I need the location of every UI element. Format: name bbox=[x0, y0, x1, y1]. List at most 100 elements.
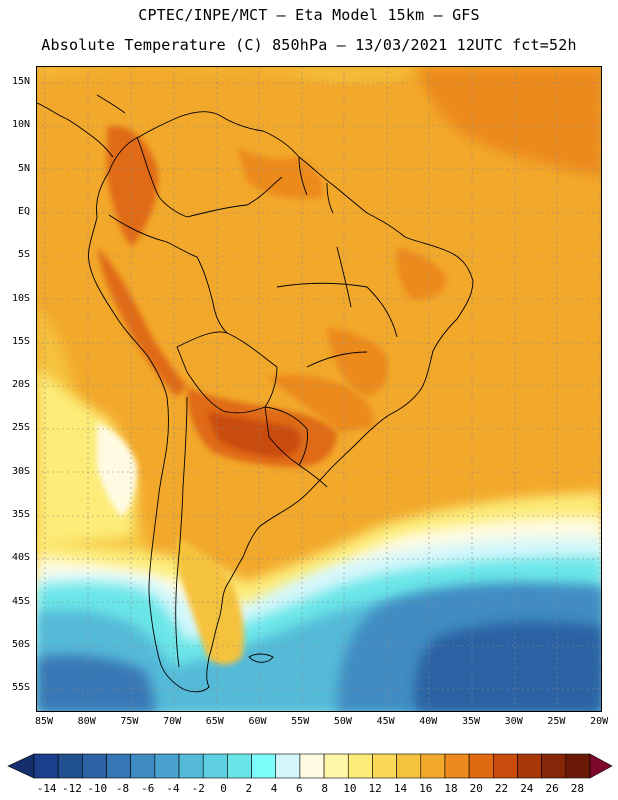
field-atlantic-18-20 bbox=[417, 67, 601, 177]
map-panel bbox=[36, 66, 602, 712]
lat-label-15n: 15N bbox=[11, 76, 30, 87]
border-venezuela-brazil bbox=[186, 176, 283, 218]
lat-label-55s: 55S bbox=[11, 682, 30, 694]
field-andes-22 bbox=[97, 247, 187, 397]
field-colombia-22 bbox=[107, 126, 158, 247]
colorbar-swatch bbox=[444, 753, 470, 779]
colorbar-tick-label: 20 bbox=[469, 782, 483, 795]
border-colombia-venezuela bbox=[136, 136, 188, 218]
colorbar-swatch bbox=[33, 753, 59, 779]
border-paraguay bbox=[264, 406, 308, 466]
lon-label-30w: 30W bbox=[504, 716, 523, 727]
colorbar-tick-label: 22 bbox=[494, 782, 509, 795]
colorbar-tick-label: 18 bbox=[444, 782, 458, 795]
colorbar-tick-label: 24 bbox=[520, 782, 534, 795]
field-caribbean-14-16 bbox=[37, 67, 417, 82]
colorbar-tick-label: 10 bbox=[343, 782, 357, 795]
field-guyana-20 bbox=[237, 147, 324, 199]
colorbar-swatch bbox=[493, 753, 518, 779]
coastline-central-america bbox=[37, 94, 126, 158]
field-south-minus10 bbox=[415, 621, 601, 711]
graticule bbox=[37, 67, 601, 711]
colorbar-swatch bbox=[323, 753, 349, 779]
lon-label-65w: 65W bbox=[205, 716, 224, 727]
field-northeast-20 bbox=[396, 247, 447, 300]
colorbar-tick-label: -4 bbox=[166, 782, 180, 795]
colorbar-tick-label: 28 bbox=[570, 782, 584, 795]
chart-title-line2: Absolute Temperature (C) 850hPa – 13/03/… bbox=[41, 36, 577, 54]
colorbar-tick-label: 14 bbox=[393, 782, 408, 795]
colorbar-swatch bbox=[468, 753, 494, 779]
lon-label-80w: 80W bbox=[77, 716, 96, 727]
colorbar-over-arrow bbox=[589, 753, 613, 779]
border-peru-brazil bbox=[196, 256, 228, 334]
colorbar-swatch bbox=[541, 753, 567, 779]
colorbar-tick-label: -12 bbox=[61, 782, 82, 795]
colorbar-tick-label: -10 bbox=[87, 782, 108, 795]
lat-label-20s: 20S bbox=[11, 379, 30, 391]
lat-label-eq: EQ bbox=[17, 205, 30, 217]
chart-title-line1: CPTEC/INPE/MCT – Eta Model 15km – GFS bbox=[138, 6, 480, 24]
lon-label-45w: 45W bbox=[376, 716, 395, 727]
field-minas-20 bbox=[327, 327, 389, 397]
lon-label-25w: 25W bbox=[547, 716, 566, 727]
border-brazil-states bbox=[276, 246, 398, 368]
colorbar-tick-label: -8 bbox=[115, 782, 130, 795]
colorbar-tick-label: 0 bbox=[220, 782, 227, 795]
colorbar-swatch bbox=[372, 753, 397, 779]
colorbar-swatch bbox=[517, 753, 542, 779]
colorbar-swatch bbox=[178, 753, 204, 779]
lat-label-50s: 50S bbox=[11, 638, 30, 650]
lat-label-5n: 5N bbox=[17, 162, 30, 174]
lon-label-40w: 40W bbox=[419, 716, 438, 727]
colorbar-tick-label: 26 bbox=[545, 782, 559, 795]
lat-label-40s: 40S bbox=[11, 552, 30, 564]
lon-label-50w: 50W bbox=[333, 716, 352, 727]
country-borders bbox=[37, 94, 474, 693]
colorbar-swatch bbox=[130, 753, 156, 779]
colorbar-swatch bbox=[565, 753, 591, 779]
lat-label-30s: 30S bbox=[11, 465, 30, 477]
lat-label-10n: 10N bbox=[11, 119, 30, 131]
lon-label-35w: 35W bbox=[461, 716, 481, 727]
lat-label-10s: 10S bbox=[11, 292, 30, 304]
colorbar-tick-label: 12 bbox=[368, 782, 382, 795]
lat-label-25s: 25S bbox=[11, 422, 30, 434]
colorbar-tick-label: -14 bbox=[36, 782, 57, 795]
lon-label-60w: 60W bbox=[248, 716, 267, 727]
field-southwest-minus8 bbox=[37, 655, 157, 711]
field-patagonia-16 bbox=[177, 537, 244, 665]
colorbar-tick-label: 8 bbox=[321, 782, 328, 795]
lon-label-70w: 70W bbox=[163, 716, 182, 727]
lat-label-35s: 35S bbox=[11, 509, 30, 520]
border-uruguay bbox=[298, 464, 328, 488]
colorbar-swatch bbox=[106, 753, 131, 779]
lon-label-20w: 20W bbox=[590, 716, 609, 727]
colorbar-swatch bbox=[299, 753, 325, 779]
border-colombia-peru bbox=[108, 214, 198, 258]
colorbar-swatch bbox=[154, 753, 180, 779]
colorbar-under-arrow bbox=[7, 753, 35, 779]
lon-label-75w: 75W bbox=[120, 716, 139, 727]
border-bolivia bbox=[176, 331, 278, 414]
colorbar-swatch bbox=[251, 753, 277, 779]
colorbar-tick-label: 2 bbox=[245, 782, 253, 795]
field-chaco-24 bbox=[207, 412, 301, 457]
colorbar-tick-label: -6 bbox=[141, 782, 155, 795]
temperature-field bbox=[37, 67, 601, 711]
temperature-map bbox=[37, 67, 601, 711]
coastline-south-america bbox=[88, 111, 474, 693]
border-argentina-chile bbox=[175, 396, 188, 668]
colorbar-swatch bbox=[420, 753, 446, 779]
lon-label-55w: 55W bbox=[291, 716, 310, 727]
lat-label-5s: 5S bbox=[17, 249, 30, 261]
lat-label-15s: 15S bbox=[11, 335, 30, 347]
coastline-falklands bbox=[248, 653, 274, 663]
lat-label-45s: 45S bbox=[11, 595, 30, 607]
colorbar-tick-label: 16 bbox=[419, 782, 433, 795]
colorbar-swatch bbox=[347, 753, 373, 779]
colorbar-tick-label: 4 bbox=[270, 782, 278, 795]
colorbar bbox=[7, 753, 613, 779]
colorbar-swatch bbox=[202, 753, 228, 779]
border-guyanas bbox=[298, 156, 334, 214]
